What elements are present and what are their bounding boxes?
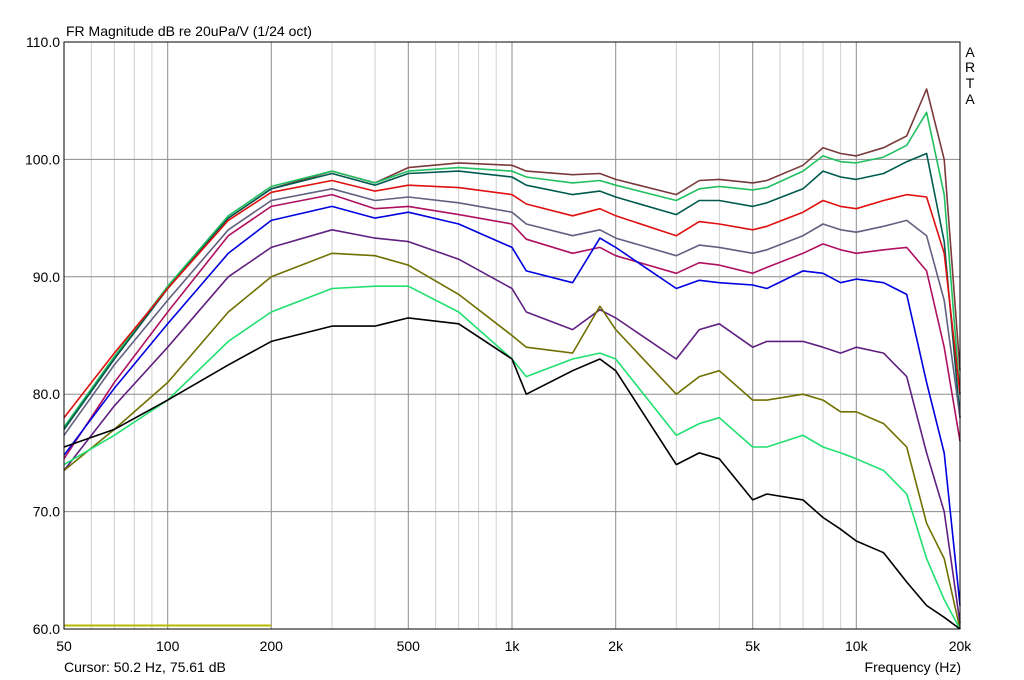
series-line-8	[63, 229, 961, 624]
series-line-6	[63, 193, 961, 460]
x-tick-label: 5k	[745, 638, 761, 654]
x-tick-label: 500	[397, 638, 421, 654]
brand-letter: A	[965, 44, 975, 60]
series-line-5	[63, 188, 961, 436]
x-tick-label: 200	[260, 638, 284, 654]
series-line-11	[63, 317, 961, 630]
series-line-1	[63, 88, 961, 430]
brand-letter: T	[966, 75, 975, 91]
brand-letter: A	[965, 91, 975, 107]
y-tick-labels: 60.0 70.0 80.0 90.0 100.0 110.0	[25, 34, 60, 637]
x-tick-label: 50	[56, 638, 72, 654]
x-axis-label: Frequency (Hz)	[865, 659, 961, 675]
series-line-10	[63, 285, 961, 630]
series-line-7	[63, 205, 961, 606]
cursor-readout: Cursor: 50.2 Hz, 75.61 dB	[64, 659, 226, 675]
chart-title: FR Magnitude dB re 20uPa/V (1/24 oct)	[66, 23, 312, 39]
series-layer	[63, 88, 961, 630]
series-line-9	[63, 252, 961, 630]
x-tick-label: 20k	[949, 638, 973, 654]
y-tick-label: 110.0	[26, 34, 60, 50]
y-tick-label: 90.0	[33, 269, 60, 285]
y-tick-label: 80.0	[33, 386, 60, 402]
x-tick-label: 100	[156, 638, 180, 654]
grid	[64, 42, 960, 629]
series-line-4	[63, 179, 961, 419]
x-tick-labels: 50 100 200 500 1k 2k 5k 10k 20k	[56, 638, 972, 654]
brand-letter: R	[965, 59, 975, 75]
x-tick-label: 10k	[845, 638, 869, 654]
y-tick-label: 100.0	[25, 151, 60, 167]
series-line-2	[63, 111, 961, 428]
arta-brand: A R T A	[965, 44, 975, 107]
y-tick-label: 70.0	[33, 504, 60, 520]
series-line-3	[63, 152, 961, 430]
plot-frame	[63, 41, 961, 630]
y-tick-label: 60.0	[33, 621, 60, 637]
x-tick-label: 2k	[608, 638, 624, 654]
x-tick-label: 1k	[505, 638, 521, 654]
